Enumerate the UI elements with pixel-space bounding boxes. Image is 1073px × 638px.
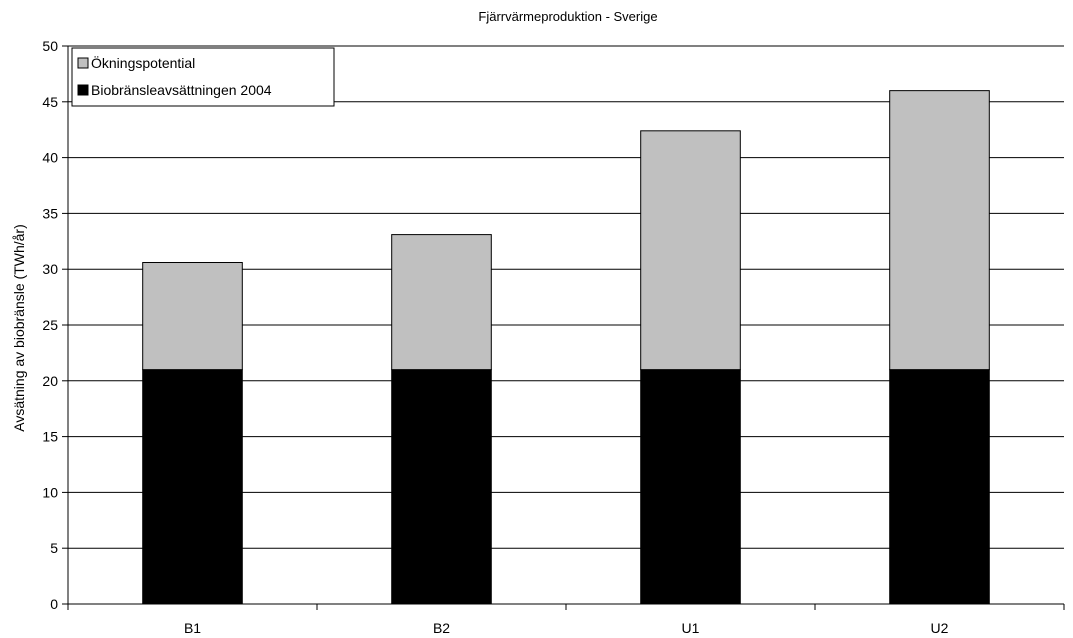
legend-swatch (77, 84, 89, 96)
bar-segment (142, 262, 243, 371)
x-tick-label: U2 (931, 620, 949, 636)
bar-segment (391, 234, 492, 371)
bar-segment (889, 90, 990, 371)
legend-label: Ökningspotential (91, 54, 195, 71)
x-tick-label: B2 (433, 620, 450, 636)
bar-segment (640, 369, 741, 605)
bar-segment (142, 369, 243, 605)
y-tick-label: 0 (50, 596, 58, 612)
legend-label: Biobränsleavsättningen 2004 (91, 82, 272, 98)
y-tick-label: 30 (42, 261, 58, 277)
y-tick-label: 45 (42, 94, 58, 110)
x-tick-label: B1 (184, 620, 201, 636)
chart-title: Fjärrvärmeproduktion - Sverige (478, 9, 657, 24)
legend: Ökningspotential Biobränsleavsättningen 2… (71, 47, 335, 107)
y-tick-label: 25 (42, 317, 58, 333)
x-tick-label: U1 (682, 620, 700, 636)
y-tick-label: 20 (42, 373, 58, 389)
bar-segment (889, 369, 990, 605)
y-tick-label: 10 (42, 484, 58, 500)
y-tick-label: 50 (42, 38, 58, 54)
y-tick-label: 35 (42, 205, 58, 221)
legend-box (71, 47, 335, 107)
legend-swatch (77, 57, 89, 69)
y-tick-label: 15 (42, 429, 58, 445)
bar-segment (391, 369, 492, 605)
bar-segment (640, 130, 741, 371)
axes: 0 5 10 15 20 25 30 35 40 45 50 B1 B2 U1 U2 (42, 38, 1065, 636)
y-tick-label: 5 (50, 540, 58, 556)
y-axis-title: Avsätning av biobränsle (TWh/år) (11, 224, 27, 432)
bars (142, 90, 990, 605)
y-tick-label: 40 (42, 150, 58, 166)
